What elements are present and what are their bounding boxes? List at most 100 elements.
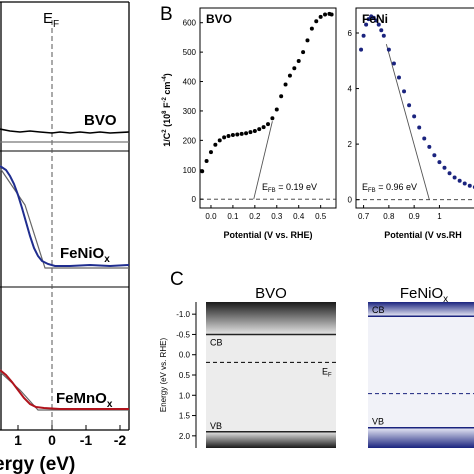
panel-a-x-ticks: 1 0 -1 -2 bbox=[14, 425, 126, 448]
x-tick-label: 0.0 bbox=[205, 212, 217, 221]
data-point bbox=[386, 47, 391, 52]
data-point bbox=[323, 12, 328, 17]
data-point bbox=[432, 153, 437, 158]
y-label-sup: 2 bbox=[162, 129, 168, 133]
data-point bbox=[244, 131, 249, 136]
x-tick-label: 1 bbox=[437, 212, 442, 221]
data-point bbox=[452, 175, 457, 180]
data-point bbox=[371, 15, 376, 20]
panel-a-x-label: ergy (eV) bbox=[0, 454, 75, 474]
cb-label: CB bbox=[372, 305, 385, 315]
efb-annotation-sub: FB bbox=[268, 188, 276, 194]
x-tick-label: 0.4 bbox=[293, 212, 305, 221]
data-point bbox=[467, 183, 472, 188]
column-name-sub: x bbox=[443, 294, 448, 305]
data-point bbox=[437, 160, 442, 165]
y-tick-label: 200 bbox=[183, 136, 197, 145]
data-point bbox=[266, 122, 270, 127]
series-legend: BVO bbox=[206, 12, 232, 26]
valence-band-fill bbox=[206, 431, 336, 448]
efb-annotation-base: E bbox=[362, 182, 368, 192]
panel-a-tick-label: 0 bbox=[48, 432, 56, 448]
data-point bbox=[364, 22, 369, 27]
data-point bbox=[213, 142, 218, 147]
data-point bbox=[226, 133, 231, 138]
data-point bbox=[314, 19, 319, 24]
data-point bbox=[270, 116, 275, 121]
x-tick-label: 0.3 bbox=[271, 212, 283, 221]
ef-label-base: E bbox=[322, 366, 328, 376]
panel-a: EF BVO FeNiOx FeMnOx 1 0 -1 -2 ergy (eV) bbox=[0, 1, 130, 474]
bvo-label: BVO bbox=[84, 112, 117, 129]
data-point bbox=[261, 125, 266, 130]
bvo-trace bbox=[0, 128, 130, 134]
y-tick-label: 0 bbox=[192, 195, 197, 204]
data-point bbox=[447, 171, 452, 176]
y-label-part: ) bbox=[162, 73, 172, 76]
c-y-tick-label: 0.0 bbox=[179, 351, 191, 360]
x-axis-label: Potential (V vs. RHE) bbox=[223, 230, 312, 240]
y-tick-label: 400 bbox=[183, 78, 197, 87]
y-tick-label: 300 bbox=[183, 107, 197, 116]
data-point bbox=[200, 169, 205, 174]
data-point bbox=[422, 136, 427, 141]
series-legend: FeNi bbox=[362, 12, 388, 26]
fermi-label: EF bbox=[43, 10, 59, 30]
y-label-sup: -2 bbox=[162, 96, 168, 102]
data-point bbox=[402, 89, 407, 94]
cb-label: CB bbox=[210, 337, 223, 347]
data-point bbox=[396, 75, 401, 80]
data-point bbox=[208, 150, 213, 155]
data-point bbox=[412, 114, 417, 119]
tangent-line bbox=[385, 43, 430, 200]
band-diagram: -1.0 -0.5 0.0 0.5 1.0 1.5 2.0 Energy (eV vs. RH… bbox=[159, 285, 474, 448]
c-y-axis-label: Energy (eV vs. RHE) bbox=[159, 338, 168, 413]
x-tick-label: 0.7 bbox=[358, 212, 370, 221]
x-tick-label: 0.5 bbox=[315, 212, 327, 221]
data-point bbox=[230, 133, 235, 138]
data-point bbox=[407, 103, 412, 108]
ef-label: EF bbox=[322, 366, 332, 378]
data-point bbox=[391, 61, 396, 66]
data-point bbox=[257, 127, 262, 132]
ef-label-sub: F bbox=[328, 372, 332, 378]
c-y-tick-label: 0.5 bbox=[179, 371, 191, 380]
tangent-line bbox=[253, 121, 273, 200]
data-point bbox=[204, 158, 209, 163]
y-tick-label: 0 bbox=[348, 196, 353, 205]
y-label-part: cm bbox=[162, 82, 172, 98]
vb-label: VB bbox=[372, 417, 384, 427]
femnox-label: FeMnOx bbox=[56, 390, 113, 410]
y-tick-label: 2 bbox=[348, 140, 353, 149]
y-tick-label: 6 bbox=[348, 29, 353, 38]
panel-b-label: B bbox=[160, 4, 173, 25]
data-point bbox=[462, 181, 467, 186]
x-axis-label: Potential (V vs.RH bbox=[384, 230, 462, 240]
y-tick-label: 100 bbox=[183, 166, 197, 175]
y-label-sup: -4 bbox=[162, 76, 168, 82]
data-point bbox=[235, 132, 240, 137]
x-tick-label: 0.8 bbox=[383, 212, 395, 221]
data-point bbox=[361, 33, 366, 38]
y-label-part: (10 bbox=[162, 114, 172, 130]
efb-annotation-base: E bbox=[262, 182, 268, 192]
conduction-band-fill bbox=[368, 302, 474, 317]
data-point bbox=[457, 178, 462, 183]
c-y-tick-label: 1.0 bbox=[179, 391, 191, 400]
data-point bbox=[301, 50, 306, 55]
data-point bbox=[252, 128, 257, 133]
y-tick-label: 500 bbox=[183, 48, 197, 57]
y-label-sup: 8 bbox=[162, 110, 168, 114]
column-name-base: BVO bbox=[255, 285, 287, 302]
data-point bbox=[283, 82, 288, 87]
data-point bbox=[222, 135, 227, 140]
c-y-tick-label: -0.5 bbox=[176, 330, 190, 339]
column-name: BVO bbox=[255, 285, 287, 302]
panel-a-tick-label: -1 bbox=[80, 432, 93, 448]
panel-a-tick-label: 1 bbox=[14, 432, 22, 448]
data-point bbox=[379, 28, 384, 33]
column-name: FeNiOx bbox=[400, 285, 448, 305]
data-point bbox=[217, 138, 222, 143]
y-tick-label: 600 bbox=[183, 19, 197, 28]
